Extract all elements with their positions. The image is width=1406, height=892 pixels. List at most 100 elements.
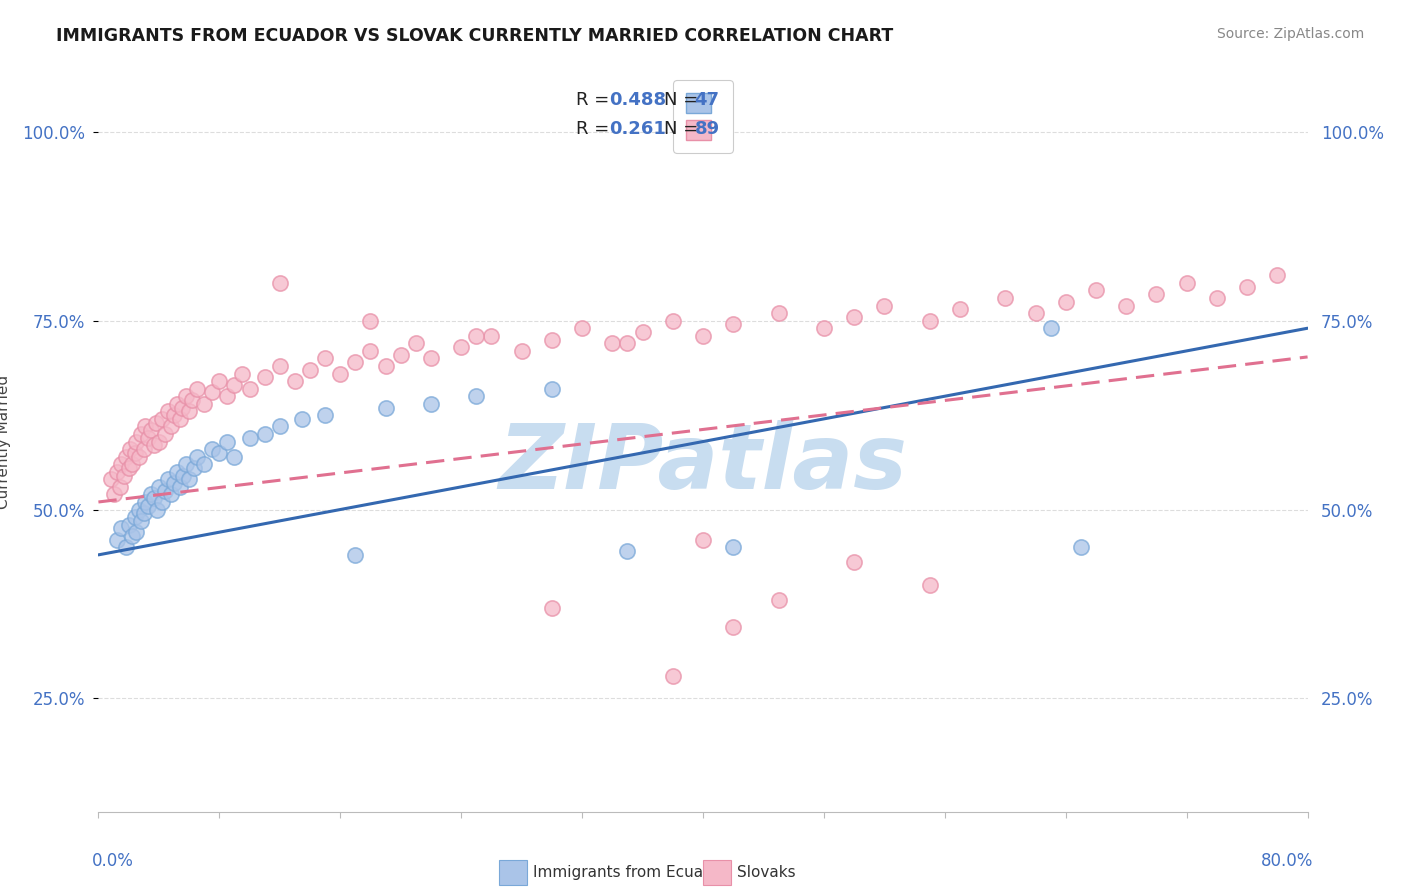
Point xyxy=(540,382,562,396)
Point xyxy=(169,412,191,426)
Point xyxy=(141,487,163,501)
Point xyxy=(239,431,262,445)
Point xyxy=(150,495,173,509)
Point xyxy=(661,313,683,327)
Point xyxy=(186,382,208,396)
Point xyxy=(148,434,170,449)
Point xyxy=(153,427,176,442)
Point xyxy=(193,397,215,411)
Text: 80.0%: 80.0% xyxy=(1261,853,1313,871)
Point xyxy=(136,431,159,445)
Point xyxy=(124,510,146,524)
Point xyxy=(128,502,150,516)
Point xyxy=(540,333,562,347)
Text: 0.261: 0.261 xyxy=(609,120,665,138)
Point xyxy=(110,521,132,535)
Point xyxy=(112,468,135,483)
Point xyxy=(224,450,246,464)
Point xyxy=(314,351,336,366)
Point xyxy=(124,446,146,460)
Point xyxy=(208,374,231,388)
Point xyxy=(949,302,972,317)
Text: 0.488: 0.488 xyxy=(609,91,666,109)
Text: 0.0%: 0.0% xyxy=(93,853,134,871)
Point xyxy=(100,472,122,486)
Point xyxy=(873,299,896,313)
Text: Slovaks: Slovaks xyxy=(737,865,796,880)
Point xyxy=(344,548,367,562)
Point xyxy=(1054,294,1077,309)
Point xyxy=(1115,299,1137,313)
Point xyxy=(143,438,166,452)
Point xyxy=(994,291,1017,305)
Point xyxy=(465,389,488,403)
Point xyxy=(170,401,193,415)
Point xyxy=(374,359,396,373)
Point xyxy=(661,669,683,683)
Point xyxy=(918,578,941,592)
Point xyxy=(128,450,150,464)
Point xyxy=(602,336,624,351)
Point xyxy=(510,343,533,358)
Point xyxy=(616,544,638,558)
Point xyxy=(103,487,125,501)
Point xyxy=(201,385,224,400)
Point xyxy=(1175,276,1198,290)
Point xyxy=(1039,321,1062,335)
Point xyxy=(105,533,128,547)
Point xyxy=(120,442,142,456)
Point xyxy=(169,480,191,494)
Point xyxy=(132,442,155,456)
Point xyxy=(1146,287,1168,301)
Point xyxy=(813,321,835,335)
Point xyxy=(179,404,201,418)
Point xyxy=(146,502,169,516)
Point xyxy=(129,427,152,442)
Point xyxy=(160,487,183,501)
Text: R =: R = xyxy=(576,120,614,138)
Point xyxy=(143,491,166,506)
Point xyxy=(239,382,262,396)
Text: ZIPatlas: ZIPatlas xyxy=(499,420,907,508)
Point xyxy=(156,404,179,418)
Legend: , : , xyxy=(673,80,733,153)
Point xyxy=(134,495,156,509)
Text: 47: 47 xyxy=(695,91,720,109)
Y-axis label: Currently Married: Currently Married xyxy=(0,375,11,508)
Point xyxy=(692,328,714,343)
Point xyxy=(540,600,562,615)
Point xyxy=(208,446,231,460)
Point xyxy=(329,367,352,381)
Point xyxy=(125,434,148,449)
Text: 89: 89 xyxy=(695,120,720,138)
Point xyxy=(193,457,215,471)
Point xyxy=(616,336,638,351)
Point xyxy=(114,541,136,555)
Point xyxy=(160,419,183,434)
Point xyxy=(105,465,128,479)
Point xyxy=(163,408,186,422)
Point xyxy=(723,619,745,633)
Point xyxy=(148,480,170,494)
Point xyxy=(108,480,131,494)
Point xyxy=(844,556,866,570)
Point xyxy=(481,328,503,343)
Point xyxy=(110,457,132,471)
Point xyxy=(1024,306,1046,320)
Point xyxy=(450,340,472,354)
Point xyxy=(1267,268,1289,283)
Point xyxy=(314,408,336,422)
Point xyxy=(420,397,443,411)
Point xyxy=(844,310,866,324)
Point xyxy=(631,325,654,339)
Point xyxy=(121,457,143,471)
Point xyxy=(768,593,790,607)
Point xyxy=(172,468,194,483)
Point xyxy=(201,442,224,456)
Text: Source: ZipAtlas.com: Source: ZipAtlas.com xyxy=(1216,27,1364,41)
Point xyxy=(132,506,155,520)
Point xyxy=(374,401,396,415)
Point xyxy=(183,461,205,475)
Point xyxy=(291,412,314,426)
Point xyxy=(692,533,714,547)
